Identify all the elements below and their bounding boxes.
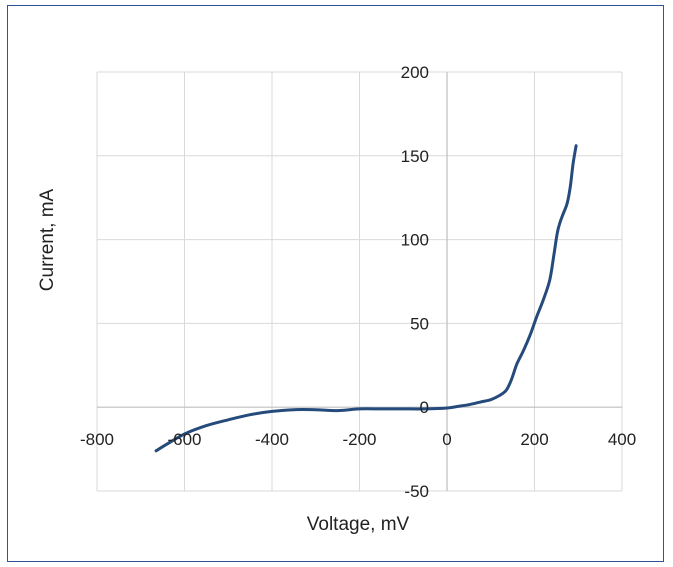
x-tick-label: -600 — [167, 430, 201, 449]
y-tick-label: 50 — [410, 314, 429, 333]
x-tick-label: 0 — [442, 430, 451, 449]
y-tick-label: 0 — [420, 398, 429, 417]
chart-frame — [7, 5, 664, 562]
y-tick-label: 150 — [401, 147, 429, 166]
y-axis-title: Current, mA — [37, 188, 58, 291]
y-tick-label: 200 — [401, 63, 429, 82]
x-tick-label: -200 — [342, 430, 376, 449]
gridlines — [96, 71, 623, 492]
x-axis-title: Voltage, mV — [307, 514, 410, 535]
series-line — [154, 144, 578, 453]
x-tick-labels: -800 -600 -400 -200 0 200 400 — [80, 430, 636, 449]
y-tick-label: -50 — [404, 482, 429, 501]
axes — [97, 72, 622, 491]
y-tick-labels: -50 0 50 100 150 200 — [401, 63, 429, 501]
series-layer — [154, 144, 578, 453]
x-tick-label: 200 — [520, 430, 548, 449]
x-tick-label: -400 — [255, 430, 289, 449]
y-tick-label: 100 — [401, 231, 429, 250]
x-tick-label: -800 — [80, 430, 114, 449]
x-tick-label: 400 — [608, 430, 636, 449]
